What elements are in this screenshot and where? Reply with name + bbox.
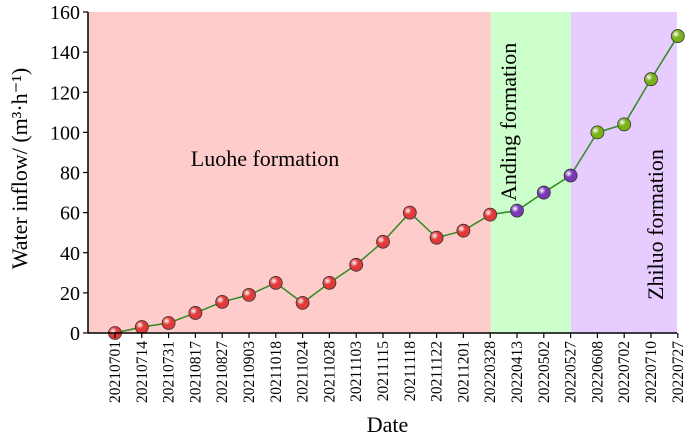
y-tick-label: 140 [50, 42, 80, 64]
data-point [402, 205, 417, 220]
x-tick-label: 20210903 [241, 341, 258, 403]
region-label-luohe: Luohe formation [191, 146, 339, 171]
data-point [456, 223, 471, 238]
data-point [670, 29, 685, 43]
data-point [295, 296, 310, 310]
x-tick-label: 20220702 [616, 341, 633, 403]
x-tick-label: 20210731 [161, 341, 178, 403]
y-tick-label: 80 [60, 163, 80, 185]
data-point [161, 316, 176, 330]
data-point [590, 125, 605, 140]
x-tick-label: 20211201 [455, 341, 472, 402]
x-tick-label: 20220413 [509, 341, 526, 403]
x-tick-label: 20220328 [482, 341, 499, 403]
x-tick-label: 20210701 [107, 341, 124, 403]
x-axis-label: Date [367, 412, 409, 437]
region-label-anding: Anding formation [496, 43, 521, 201]
water-inflow-series [108, 29, 685, 340]
data-point [563, 168, 578, 183]
data-point [510, 203, 524, 218]
data-point [536, 185, 551, 200]
formation-labels: Luohe formation Anding formation Zhiluo fo… [191, 43, 668, 300]
x-tick-label: 20211028 [321, 341, 338, 403]
data-point [242, 287, 256, 302]
x-tick-label: 20211024 [295, 341, 312, 403]
y-tick-label: 160 [50, 2, 80, 24]
y-tick-label: 60 [60, 203, 80, 225]
data-point [188, 306, 203, 320]
region-label-zhiluo: Zhiluo formation [643, 149, 668, 300]
x-tick-label: 20210827 [214, 341, 231, 403]
y-tick-label: 0 [70, 323, 80, 345]
x-tick-label: 20220527 [563, 341, 580, 403]
y-tick-label: 120 [50, 82, 80, 104]
axes: 0 20 40 60 80 100 120 140 160 20210701 20210714 202… [50, 2, 685, 403]
x-tick-label: 20210714 [134, 341, 151, 403]
x-tick-label: 20220608 [589, 341, 606, 403]
x-tick-label: 20211115 [375, 341, 392, 402]
data-point [134, 320, 149, 334]
x-tick-label: 20211018 [268, 341, 285, 403]
data-point [483, 207, 498, 222]
x-tick-label: 20220710 [643, 341, 660, 403]
data-point [215, 295, 230, 309]
data-point [644, 72, 658, 87]
data-point [349, 257, 364, 272]
data-point [617, 117, 632, 132]
x-tick-label: 20220502 [536, 341, 553, 403]
y-tick-label: 20 [60, 283, 80, 305]
x-tick-label: 20220727 [670, 341, 685, 403]
data-point [322, 275, 337, 290]
x-tick-label: 20211122 [429, 341, 446, 402]
y-tick-label: 40 [60, 243, 80, 265]
x-tick-label: 20210817 [187, 341, 204, 403]
x-tick-label: 20211118 [402, 341, 419, 402]
y-tick-label: 100 [50, 122, 80, 144]
data-point [429, 230, 444, 245]
y-axis-label: Water inflow/ (m³·h⁻¹) [7, 68, 32, 269]
x-tick-label: 20211103 [348, 341, 365, 402]
data-point [376, 234, 390, 249]
series-line [114, 35, 679, 334]
formation-regions [88, 12, 677, 333]
region-1-background [88, 12, 504, 333]
data-point [268, 275, 283, 290]
